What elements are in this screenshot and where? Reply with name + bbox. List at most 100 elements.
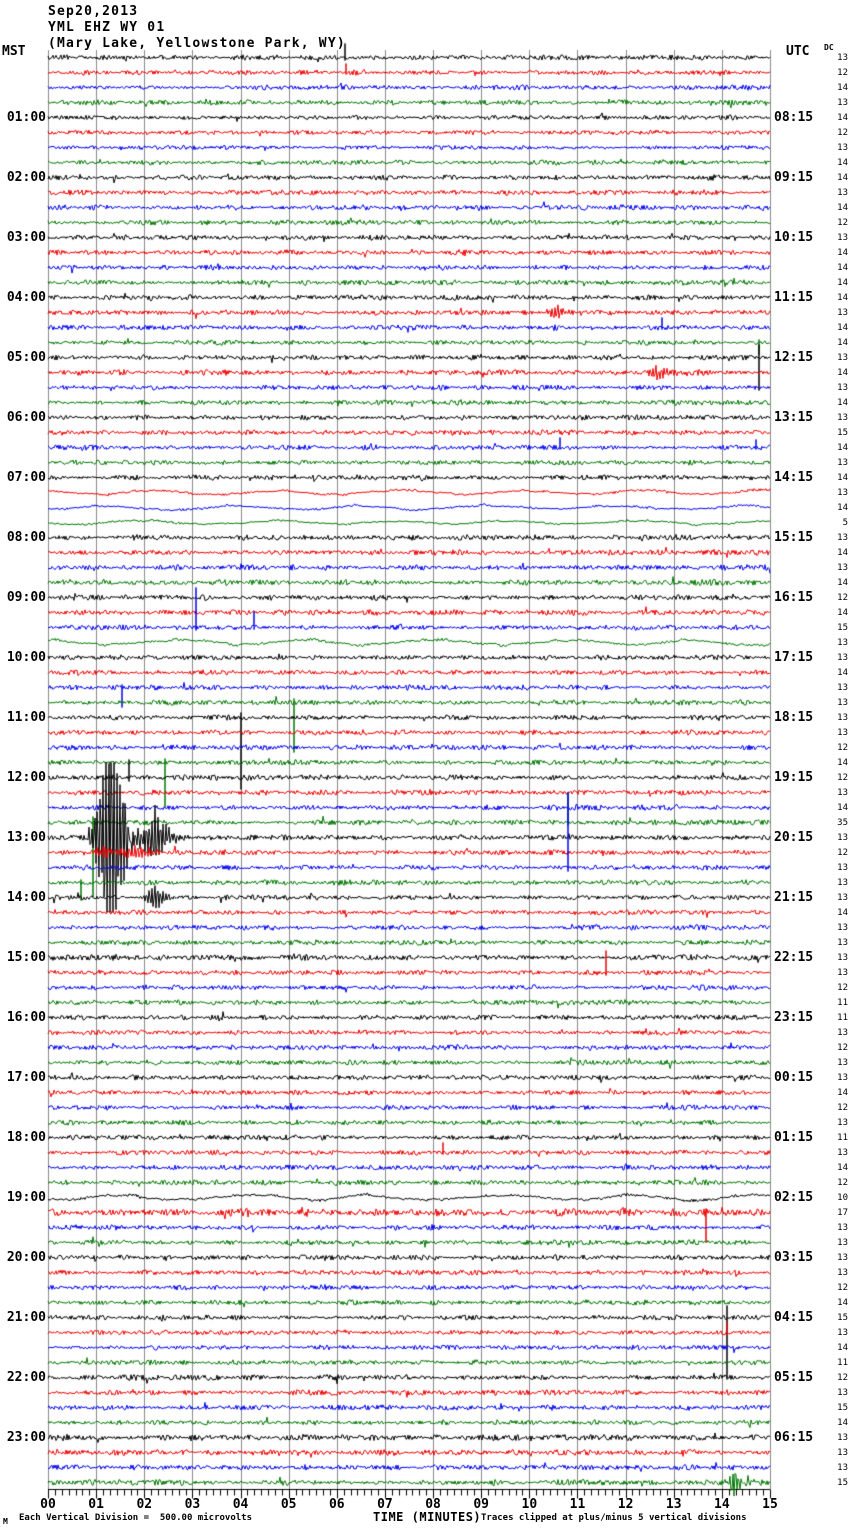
dc-value: 14 [837,397,848,408]
dc-value: 14 [837,322,848,333]
right-axis-unit-utc: UTC [786,44,810,59]
dc-value: 13 [837,727,848,738]
dc-value: 15 [837,622,848,633]
dc-value: 14 [837,607,848,618]
dc-value: 13 [837,967,848,978]
header-station-code: YML EHZ WY 01 [48,20,166,35]
dc-value: 13 [837,97,848,108]
utc-label: 03:15 [774,1249,814,1265]
x-tick-label: 08 [425,1497,441,1512]
dc-value: 14 [837,82,848,93]
dc-value: 14 [837,547,848,558]
x-tick-label: 03 [184,1497,201,1512]
x-tick-label: 04 [232,1497,249,1512]
dc-value: 13 [837,1057,848,1068]
dc-value: 13 [837,1432,848,1443]
dc-value: 12 [837,742,848,753]
utc-label: 17:15 [774,649,814,665]
dc-value: 14 [837,757,848,768]
dc-value: 12 [837,592,848,603]
utc-label: 06:15 [774,1429,814,1445]
utc-label: 19:15 [774,769,814,785]
clip-note: Traces clipped at plus/minus 5 vertical … [481,1513,747,1523]
dc-value: 14 [837,442,848,453]
dc-value: 13 [837,1147,848,1158]
dc-value: 12 [837,127,848,138]
mst-label: 05:00 [6,349,46,365]
dc-value: 14 [837,1087,848,1098]
dc-value: 13 [837,352,848,363]
vertical-scale-note: Each Vertical Division = 500.00 microvol… [19,1513,252,1523]
utc-label: 01:15 [774,1129,814,1145]
dc-value: 13 [837,922,848,933]
dc-value: 14 [837,667,848,678]
mst-label: 23:00 [6,1429,46,1445]
utc-label: 04:15 [774,1309,814,1325]
dc-value: 12 [837,217,848,228]
dc-value: 15 [837,1312,848,1323]
dc-value: 14 [837,112,848,123]
mst-label: 17:00 [6,1069,46,1085]
mst-label: 16:00 [6,1009,46,1025]
dc-value: 11 [837,997,848,1008]
mst-label: 14:00 [6,889,46,905]
dc-value: 13 [837,1237,848,1248]
dc-value: 12 [837,67,848,78]
dc-value: 13 [837,1117,848,1128]
dc-value: 13 [837,52,848,63]
dc-value: 14 [837,202,848,213]
utc-label: 08:15 [774,109,814,125]
utc-label: 14:15 [774,469,814,485]
mst-label: 07:00 [6,469,46,485]
mst-label: 04:00 [6,289,46,305]
dc-value: 13 [837,487,848,498]
header-station-location: (Mary Lake, Yellowstone Park, WY) [48,36,346,51]
mst-label: 12:00 [6,769,46,785]
dc-value: 11 [837,1132,848,1143]
dc-value: 14 [837,802,848,813]
x-tick-label: 12 [617,1497,634,1512]
dc-value: 12 [837,772,848,783]
dc-value: 13 [837,1462,848,1473]
utc-label: 11:15 [774,289,814,305]
dc-value: 13 [837,787,848,798]
dc-value: 14 [837,1417,848,1428]
dc-value: 15 [837,1402,848,1413]
utc-label: 21:15 [774,889,814,905]
dc-value: 14 [837,502,848,513]
mst-label: 01:00 [6,109,46,125]
dc-value: 13 [837,652,848,663]
dc-value: 14 [837,367,848,378]
mst-label: 21:00 [6,1309,46,1325]
dc-value: 13 [837,457,848,468]
utc-label: 22:15 [774,949,814,965]
mst-label: 19:00 [6,1189,46,1205]
x-tick-label: 09 [473,1497,490,1512]
dc-value: 13 [837,307,848,318]
dc-value: 14 [837,1162,848,1173]
dc-value: 13 [837,382,848,393]
dc-column-header: DC [824,43,834,52]
mst-label: 15:00 [6,949,46,965]
mst-label: 11:00 [6,709,46,725]
utc-label: 09:15 [774,169,814,185]
x-tick-label: 01 [88,1497,104,1512]
utc-label: 20:15 [774,829,814,845]
x-tick-label: 00 [40,1497,56,1512]
x-tick-label: 13 [665,1497,682,1512]
dc-value: 12 [837,982,848,993]
dc-value: 13 [837,1252,848,1263]
utc-label: 13:15 [774,409,814,425]
left-axis-unit-mst: MST [2,44,26,59]
dc-value: 13 [837,532,848,543]
dc-value: 13 [837,1072,848,1083]
x-tick-label: 15 [762,1497,778,1512]
dc-value: 13 [837,232,848,243]
mst-label: 09:00 [6,589,46,605]
dc-value: 13 [837,1447,848,1458]
x-tick-label: 11 [569,1497,586,1512]
header-date: Sep20,2013 [48,4,139,19]
dc-value: 12 [837,847,848,858]
utc-label: 18:15 [774,709,814,725]
dc-value: 5 [842,517,848,528]
